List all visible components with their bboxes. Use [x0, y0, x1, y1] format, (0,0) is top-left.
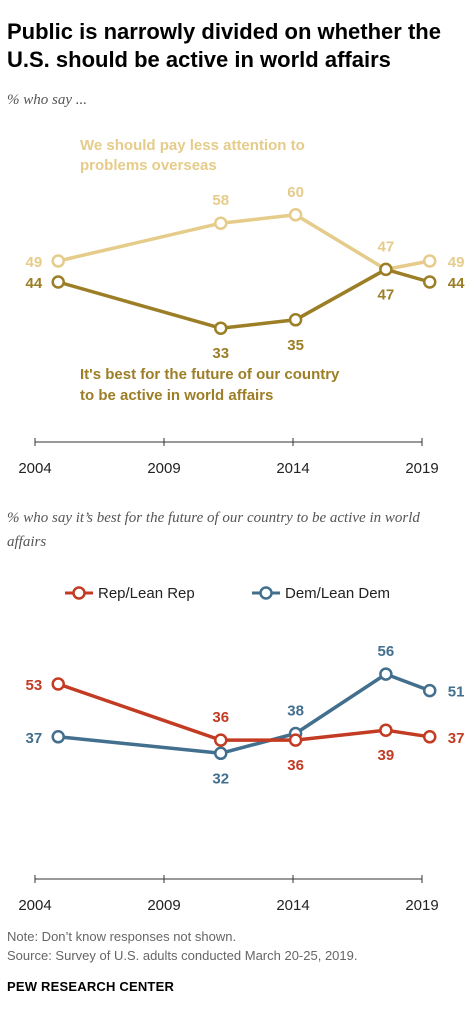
- chart2-x-tick-label: 2009: [147, 897, 180, 914]
- chart-source: Source: Survey of U.S. adults conducted …: [7, 948, 358, 963]
- less-attention-data-label: 49: [26, 254, 43, 271]
- less-attention-point: [422, 254, 437, 268]
- rep-point: [214, 733, 228, 747]
- rep-point: [422, 730, 437, 744]
- rep-point: [379, 723, 393, 737]
- legend-rep-swatch-point: [72, 586, 86, 600]
- chart1-x-tick-label: 2009: [147, 460, 180, 477]
- be-active-data-label: 35: [287, 337, 304, 354]
- chart2-subtitle: % who say it’s best for the future of ou…: [7, 510, 420, 550]
- rep-point: [288, 733, 303, 747]
- chart1-x-tick-label: 2014: [276, 460, 309, 477]
- legend-rep-label: Rep/Lean Rep: [98, 585, 195, 602]
- be-active-data-label: 44: [26, 275, 43, 292]
- be-active-point: [51, 275, 65, 289]
- dem-data-label: 37: [26, 730, 43, 747]
- be-active-line: [57, 267, 431, 330]
- rep-data-label: 37: [448, 730, 465, 747]
- be-active-data-label: 47: [378, 286, 395, 303]
- less-attention-data-label: 49: [448, 254, 465, 271]
- chart2-line-chart: 2004 2009 2014 2019 Rep/Lean Rep Dem/Lean Dem…: [18, 585, 465, 914]
- be-active-point: [422, 275, 437, 289]
- be-active-data-label: 44: [448, 275, 465, 292]
- be-active-point: [288, 313, 303, 327]
- dem-point: [51, 730, 65, 744]
- chart1-line-chart: 2004 2009 2014 2019 We should pay less atten…: [18, 137, 465, 477]
- legend-dem-swatch-point: [259, 586, 273, 600]
- less-attention-point: [51, 254, 65, 268]
- dem-data-label: 56: [378, 643, 395, 660]
- dem-point: [379, 667, 393, 681]
- rep-data-label: 36: [212, 709, 229, 726]
- chart-note: Note: Don’t know responses not shown.: [7, 929, 237, 944]
- less-attention-data-label: 47: [378, 238, 395, 255]
- chart2-x-tick-label: 2019: [405, 897, 438, 914]
- less-attention-line: [57, 213, 431, 272]
- dem-point: [214, 746, 228, 761]
- dem-data-label: 51: [448, 684, 465, 701]
- be-active-point: [214, 321, 228, 335]
- chart-title: Public is narrowly divided on whether th…: [7, 19, 441, 72]
- rep-point: [51, 677, 65, 691]
- less-attention-data-label: 60: [287, 184, 304, 201]
- chart1-x-tick-label: 2019: [405, 460, 438, 477]
- chart2-x-tick-label: 2004: [18, 897, 51, 914]
- dem-point: [422, 683, 437, 698]
- dem-data-label: 38: [287, 703, 304, 720]
- rep-data-label: 36: [287, 757, 304, 774]
- chart1-subtitle: % who say ...: [7, 92, 87, 108]
- be-active-point: [379, 262, 393, 277]
- pew-research-logo: PEW RESEARCH CENTER: [7, 979, 175, 994]
- rep-data-label: 39: [378, 747, 395, 764]
- chart1-x-tick-label: 2004: [18, 460, 51, 477]
- dem-data-label: 32: [212, 770, 229, 787]
- series-label-be-active: to be active in world affairs: [80, 387, 273, 404]
- series-label-less-attention: We should pay less attention to: [80, 137, 305, 154]
- legend-dem-label: Dem/Lean Dem: [285, 585, 390, 602]
- less-attention-point: [288, 208, 303, 222]
- be-active-data-label: 33: [212, 345, 229, 362]
- series-label-be-active: It's best for the future of our country: [80, 366, 340, 383]
- chart2-x-tick-label: 2014: [276, 897, 309, 914]
- series-label-less-attention: problems overseas: [80, 157, 217, 174]
- less-attention-data-label: 58: [212, 192, 229, 209]
- rep-line: [57, 682, 431, 742]
- less-attention-point: [214, 216, 228, 230]
- rep-data-label: 53: [26, 677, 43, 694]
